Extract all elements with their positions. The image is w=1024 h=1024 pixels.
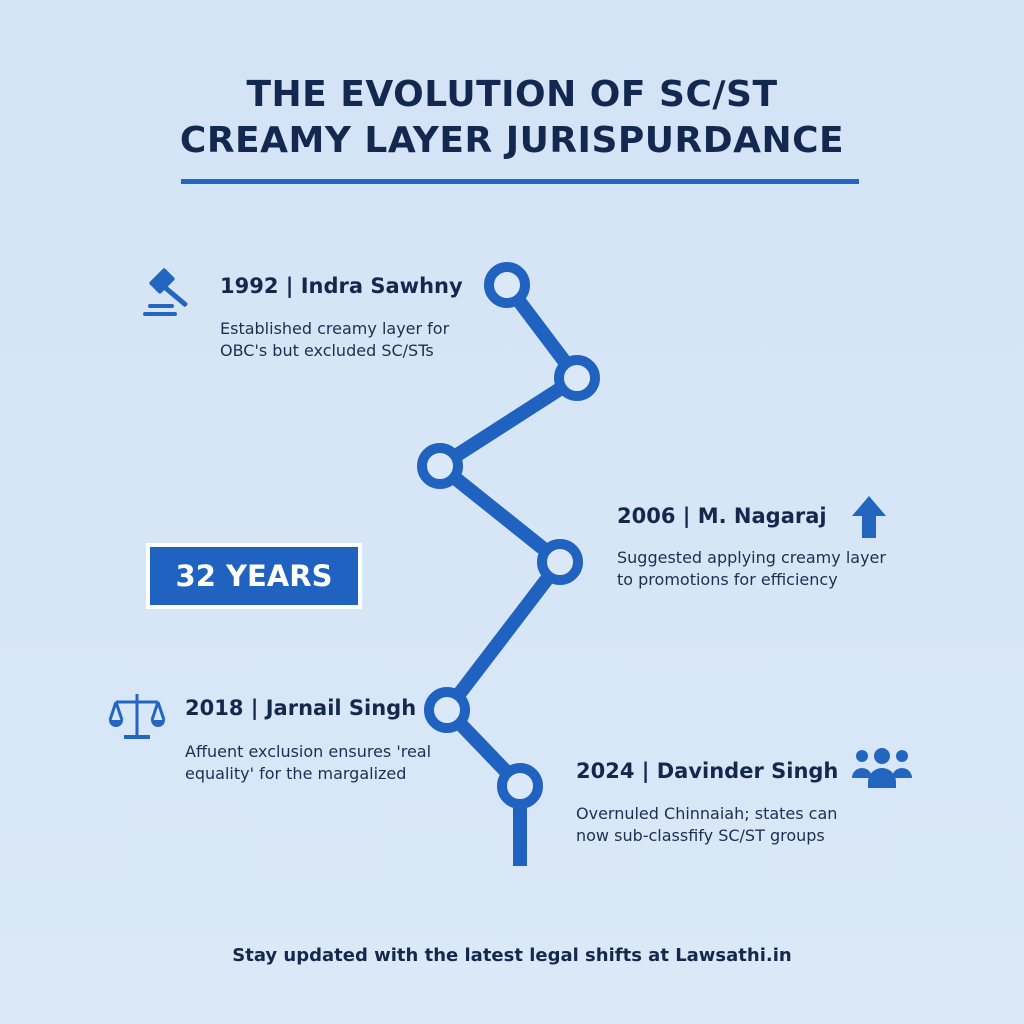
timeline-node: [554, 355, 600, 401]
event-heading: 2006 | M. Nagaraj: [617, 504, 827, 528]
title-underline: [181, 179, 859, 184]
footer-cta: Stay updated with the latest legal shift…: [232, 945, 792, 966]
event-description: now sub-classfify SC/ST groups: [576, 826, 825, 845]
duration-badge-label: 32 YEARS: [150, 547, 358, 605]
event-1992: 1992 | Indra Sawhny Established creamy l…: [220, 274, 463, 362]
event-description: Suggested applying creamy layer: [617, 548, 886, 567]
people-icon: [852, 748, 912, 788]
page-title: THE EVOLUTION OF SC/ST CREAMY LAYER JURI…: [0, 72, 1024, 164]
event-description: Affuent exclusion ensures 'real: [185, 742, 432, 761]
timeline-node: [537, 539, 583, 585]
timeline-node: [484, 262, 530, 308]
timeline-node: [497, 763, 543, 809]
arrow-up-icon: [852, 496, 886, 538]
title-line-1: THE EVOLUTION OF SC/ST: [246, 74, 778, 115]
timeline-node: [417, 443, 463, 489]
gavel-icon: [143, 268, 188, 316]
event-description: to promotions for efficiency: [617, 570, 838, 589]
event-heading: 1992 | Indra Sawhny: [220, 274, 463, 298]
event-description: equality' for the margalized: [185, 764, 407, 783]
title-line-2: CREAMY LAYER JURISPURDANCE: [179, 120, 845, 161]
timeline-node: [424, 687, 470, 733]
scales-icon: [108, 694, 166, 739]
event-2024: 2024 | Davinder Singh Overnuled Chinnaia…: [576, 759, 838, 847]
event-heading: 2018 | Jarnail Singh: [185, 696, 417, 720]
event-description: Overnuled Chinnaiah; states can: [576, 804, 838, 823]
event-2006: 2006 | M. Nagaraj Suggested applying cre…: [617, 504, 886, 591]
event-2018: 2018 | Jarnail Singh Affuent exclusion e…: [185, 696, 431, 785]
duration-badge: 32 YEARS: [146, 543, 362, 609]
event-description: Established creamy layer for: [220, 319, 450, 338]
event-heading: 2024 | Davinder Singh: [576, 759, 839, 783]
event-description: OBC's but excluded SC/STs: [220, 341, 434, 360]
